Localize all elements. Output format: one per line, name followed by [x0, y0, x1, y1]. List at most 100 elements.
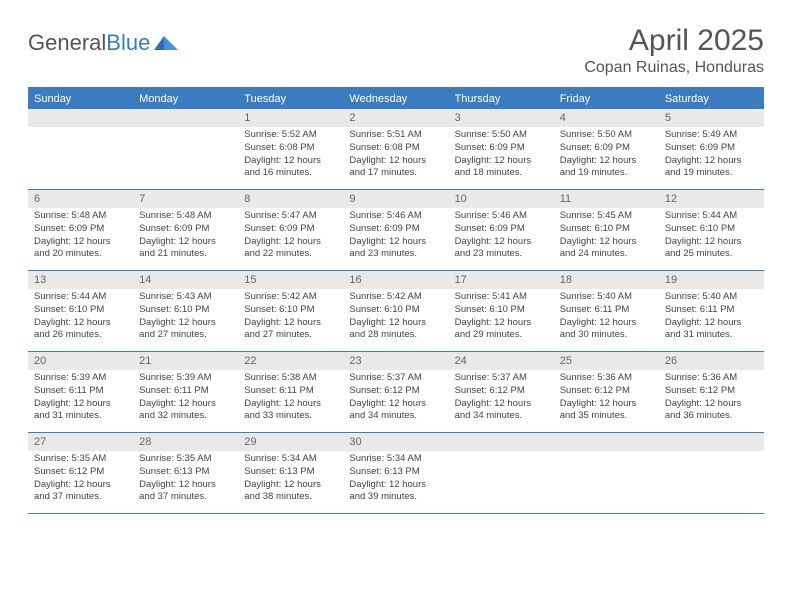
day-line: Sunset: 6:12 PM: [560, 385, 653, 398]
day-body: Sunrise: 5:34 AMSunset: 6:13 PMDaylight:…: [238, 451, 343, 513]
day-number: 6: [28, 190, 133, 208]
day-number: [133, 109, 238, 127]
calendar-cell: 16Sunrise: 5:42 AMSunset: 6:10 PMDayligh…: [343, 271, 448, 352]
day-number: 26: [659, 352, 764, 370]
day-line: Sunset: 6:11 PM: [560, 304, 653, 317]
title-block: April 2025 Copan Ruinas, Honduras: [584, 24, 764, 77]
day-body: Sunrise: 5:46 AMSunset: 6:09 PMDaylight:…: [343, 208, 448, 270]
day-body: [659, 451, 764, 513]
day-line: and 34 minutes.: [349, 410, 442, 423]
day-line: Sunset: 6:10 PM: [560, 223, 653, 236]
day-number: 9: [343, 190, 448, 208]
calendar-cell: [133, 109, 238, 190]
calendar-cell: 26Sunrise: 5:36 AMSunset: 6:12 PMDayligh…: [659, 352, 764, 433]
day-line: Daylight: 12 hours: [665, 398, 758, 411]
day-body: Sunrise: 5:34 AMSunset: 6:13 PMDaylight:…: [343, 451, 448, 513]
day-line: Sunrise: 5:44 AM: [34, 291, 127, 304]
weekday-sat: Saturday: [659, 88, 764, 109]
day-line: Sunset: 6:13 PM: [349, 466, 442, 479]
day-line: Sunrise: 5:36 AM: [560, 372, 653, 385]
day-line: Sunset: 6:08 PM: [244, 142, 337, 155]
calendar-cell: 30Sunrise: 5:34 AMSunset: 6:13 PMDayligh…: [343, 433, 448, 514]
day-line: and 18 minutes.: [455, 167, 548, 180]
calendar-cell: 19Sunrise: 5:40 AMSunset: 6:11 PMDayligh…: [659, 271, 764, 352]
day-number: 22: [238, 352, 343, 370]
day-line: Sunset: 6:09 PM: [139, 223, 232, 236]
day-number: [554, 433, 659, 451]
day-line: and 22 minutes.: [244, 248, 337, 261]
day-number: 2: [343, 109, 448, 127]
day-line: Daylight: 12 hours: [455, 398, 548, 411]
weekday-wed: Wednesday: [343, 88, 448, 109]
day-line: Daylight: 12 hours: [34, 236, 127, 249]
day-line: Sunrise: 5:49 AM: [665, 129, 758, 142]
weekday-fri: Friday: [554, 88, 659, 109]
day-line: and 37 minutes.: [139, 491, 232, 504]
day-body: Sunrise: 5:50 AMSunset: 6:09 PMDaylight:…: [554, 127, 659, 189]
day-body: Sunrise: 5:41 AMSunset: 6:10 PMDaylight:…: [449, 289, 554, 351]
day-line: Sunrise: 5:45 AM: [560, 210, 653, 223]
calendar-cell: 13Sunrise: 5:44 AMSunset: 6:10 PMDayligh…: [28, 271, 133, 352]
day-line: Daylight: 12 hours: [139, 236, 232, 249]
calendar-cell: 6Sunrise: 5:48 AMSunset: 6:09 PMDaylight…: [28, 190, 133, 271]
day-line: and 34 minutes.: [455, 410, 548, 423]
day-body: Sunrise: 5:38 AMSunset: 6:11 PMDaylight:…: [238, 370, 343, 432]
day-line: and 31 minutes.: [34, 410, 127, 423]
day-line: and 23 minutes.: [349, 248, 442, 261]
day-line: Sunset: 6:12 PM: [34, 466, 127, 479]
calendar-cell: 28Sunrise: 5:35 AMSunset: 6:13 PMDayligh…: [133, 433, 238, 514]
day-line: and 23 minutes.: [455, 248, 548, 261]
day-line: Daylight: 12 hours: [139, 479, 232, 492]
day-line: Sunset: 6:12 PM: [455, 385, 548, 398]
day-line: Sunrise: 5:48 AM: [34, 210, 127, 223]
day-line: Daylight: 12 hours: [244, 479, 337, 492]
calendar-cell: 15Sunrise: 5:42 AMSunset: 6:10 PMDayligh…: [238, 271, 343, 352]
day-line: Sunrise: 5:42 AM: [244, 291, 337, 304]
day-line: and 30 minutes.: [560, 329, 653, 342]
day-body: Sunrise: 5:36 AMSunset: 6:12 PMDaylight:…: [554, 370, 659, 432]
day-line: Sunrise: 5:34 AM: [349, 453, 442, 466]
day-line: Daylight: 12 hours: [455, 155, 548, 168]
day-body: [133, 127, 238, 189]
day-body: Sunrise: 5:46 AMSunset: 6:09 PMDaylight:…: [449, 208, 554, 270]
calendar-week-row: 13Sunrise: 5:44 AMSunset: 6:10 PMDayligh…: [28, 271, 764, 352]
day-body: Sunrise: 5:39 AMSunset: 6:11 PMDaylight:…: [28, 370, 133, 432]
day-line: and 24 minutes.: [560, 248, 653, 261]
day-number: 15: [238, 271, 343, 289]
day-line: and 37 minutes.: [34, 491, 127, 504]
day-line: Daylight: 12 hours: [34, 479, 127, 492]
day-body: [449, 451, 554, 513]
location-label: Copan Ruinas, Honduras: [584, 59, 764, 77]
day-number: 14: [133, 271, 238, 289]
day-body: [28, 127, 133, 189]
day-line: Sunset: 6:13 PM: [139, 466, 232, 479]
day-line: Sunset: 6:10 PM: [244, 304, 337, 317]
day-number: 19: [659, 271, 764, 289]
calendar-cell: 25Sunrise: 5:36 AMSunset: 6:12 PMDayligh…: [554, 352, 659, 433]
calendar-cell: 17Sunrise: 5:41 AMSunset: 6:10 PMDayligh…: [449, 271, 554, 352]
day-number: 24: [449, 352, 554, 370]
day-line: Sunset: 6:12 PM: [665, 385, 758, 398]
day-number: 13: [28, 271, 133, 289]
calendar-cell: 9Sunrise: 5:46 AMSunset: 6:09 PMDaylight…: [343, 190, 448, 271]
day-line: Daylight: 12 hours: [244, 398, 337, 411]
day-body: Sunrise: 5:43 AMSunset: 6:10 PMDaylight:…: [133, 289, 238, 351]
day-number: 10: [449, 190, 554, 208]
day-number: 17: [449, 271, 554, 289]
calendar-cell: 7Sunrise: 5:48 AMSunset: 6:09 PMDaylight…: [133, 190, 238, 271]
day-line: Sunset: 6:12 PM: [349, 385, 442, 398]
day-number: 28: [133, 433, 238, 451]
day-line: Daylight: 12 hours: [560, 317, 653, 330]
weekday-tue: Tuesday: [238, 88, 343, 109]
month-title: April 2025: [584, 24, 764, 57]
day-body: Sunrise: 5:51 AMSunset: 6:08 PMDaylight:…: [343, 127, 448, 189]
calendar-cell: 21Sunrise: 5:39 AMSunset: 6:11 PMDayligh…: [133, 352, 238, 433]
day-line: Sunset: 6:10 PM: [34, 304, 127, 317]
day-line: Sunrise: 5:48 AM: [139, 210, 232, 223]
logo: GeneralBlue: [28, 30, 180, 56]
calendar-week-row: 27Sunrise: 5:35 AMSunset: 6:12 PMDayligh…: [28, 433, 764, 514]
day-line: and 19 minutes.: [665, 167, 758, 180]
day-number: 29: [238, 433, 343, 451]
logo-mark-icon: [154, 32, 180, 55]
day-line: Sunrise: 5:43 AM: [139, 291, 232, 304]
